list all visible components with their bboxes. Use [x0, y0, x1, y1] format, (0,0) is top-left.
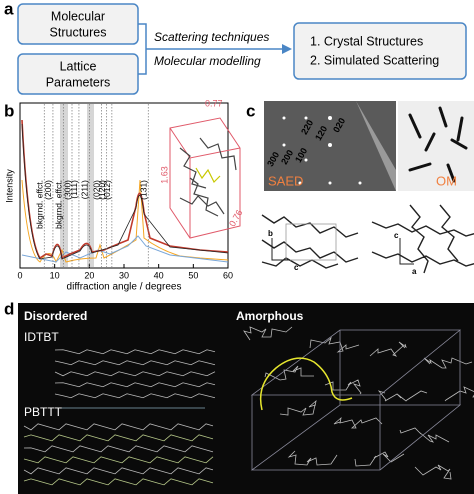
chain [333, 416, 383, 429]
chain [324, 379, 362, 395]
x-label: diffraction angle / degrees [67, 282, 182, 293]
curve [21, 123, 229, 260]
section-title: Disordered [24, 309, 87, 323]
box-text: 1. Crystal Structures [310, 34, 423, 48]
simulation-image [18, 303, 474, 494]
curve [21, 179, 229, 264]
chain [23, 456, 214, 464]
box [293, 22, 467, 80]
shade [87, 104, 94, 267]
panel-label: c [246, 101, 255, 120]
polymer-name: IDTBT [24, 330, 59, 344]
polymer-name: PBTTT [24, 405, 63, 419]
chain [54, 360, 216, 366]
simulation-box [250, 329, 462, 471]
peak-label: (211) [80, 180, 90, 199]
chain [279, 399, 317, 416]
highlighted-chain [259, 357, 353, 411]
curve [21, 235, 229, 263]
panel-c: c 300 200 100 220 120 020 SAED OM b c c … [246, 101, 474, 276]
panel-b: b Intensity diffraction angle / degrees … [4, 98, 245, 292]
cell-length: 0.77 [205, 98, 223, 108]
peak-label: (300) [62, 180, 72, 200]
x-tick-label: 50 [188, 270, 198, 280]
method: Scattering techniques [154, 30, 269, 44]
packing [261, 204, 474, 274]
cell-length: 0.76 [227, 208, 244, 228]
unit-cell [169, 117, 241, 239]
box-text: Lattice [60, 59, 97, 73]
box-text: 2. Simulated Scattering [310, 53, 439, 67]
chain [54, 393, 216, 399]
cell-length: 1.63 [159, 166, 169, 184]
chain [23, 445, 214, 453]
axis-label: c [294, 263, 299, 272]
section-title: Amorphous [236, 309, 304, 323]
panel-d: d Disordered Amorphous IDTBT PBTTT [4, 299, 474, 494]
chain [369, 341, 407, 357]
peak-label: (012) [102, 180, 112, 200]
chain [23, 478, 214, 486]
chain [287, 450, 338, 466]
chain [23, 467, 214, 475]
x-tick-label: 10 [50, 270, 60, 280]
chain [423, 357, 473, 369]
beam-stop [356, 101, 396, 191]
chain [399, 427, 450, 443]
crystals [408, 106, 468, 183]
x-tick-label: 60 [223, 270, 233, 280]
axis-label: b [268, 229, 273, 238]
peak-label: (200) [43, 180, 53, 200]
chain [54, 371, 216, 377]
panel-label: b [4, 101, 14, 120]
peak-label: bkgrnd. effct. [54, 180, 64, 229]
chain [444, 386, 474, 402]
x-tick-label: 20 [84, 270, 94, 280]
x-tick-label: 30 [119, 270, 129, 280]
x-tick-label: 0 [17, 270, 22, 280]
shade [60, 104, 68, 267]
axis-label: c [394, 231, 399, 240]
box-text: Parameters [46, 75, 111, 89]
peak-label: (131) [139, 180, 149, 200]
chain [414, 464, 452, 480]
chain [54, 382, 216, 388]
peak-label: (111) [69, 180, 79, 199]
arrow [138, 23, 282, 75]
panel-label: d [4, 299, 14, 318]
chain [243, 326, 293, 341]
chain [354, 451, 405, 467]
chain [377, 390, 428, 402]
chain [54, 349, 216, 355]
image-label: OM [436, 173, 457, 188]
peak-label: (020) [92, 180, 102, 200]
chain [23, 434, 214, 442]
method: Molecular modelling [154, 54, 261, 68]
panel-label: a [4, 0, 14, 18]
chains [23, 326, 474, 486]
arrow-head [282, 44, 292, 54]
panel-a: a Molecular Structures Lattice Parameter… [4, 0, 467, 95]
box-text: Structures [50, 25, 107, 39]
x-tick-label: 40 [154, 270, 164, 280]
peak-label: (120) [97, 180, 107, 200]
chain [23, 423, 214, 431]
peak-label: bkgrnd. effct. [35, 180, 45, 229]
spots [282, 116, 362, 185]
box-text: Molecular [51, 9, 105, 23]
axis-label: a [412, 267, 417, 276]
y-label: Intensity [4, 169, 14, 203]
image-label: SAED [268, 173, 303, 188]
